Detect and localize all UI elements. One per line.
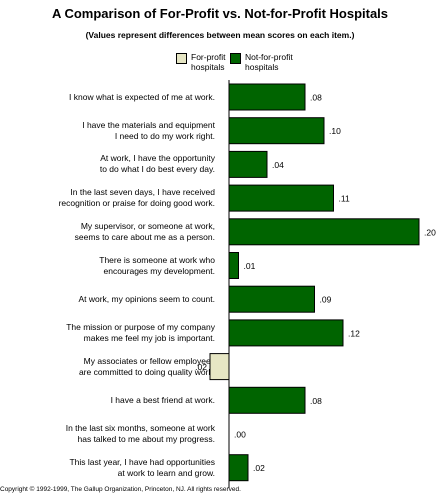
category-label-line: recognition or praise for doing good wor…	[58, 198, 215, 209]
chart-title: A Comparison of For-Profit vs. Not-for-P…	[51, 6, 389, 21]
category-label-1: I know what is expected of me at work.	[4, 92, 215, 103]
category-label-12: This last year, I have had opportunities…	[4, 457, 215, 479]
value-label-1: .08	[310, 93, 322, 103]
value-label-9: .02	[195, 362, 207, 372]
bar-6	[228, 252, 239, 279]
legend-swatch-not-for-profit	[230, 53, 241, 64]
value-label-10: .08	[310, 396, 322, 406]
bar-7	[228, 285, 315, 313]
category-label-9: My associates or fellow employees are com…	[4, 356, 215, 378]
category-label-line: has talked to me about my progress.	[77, 434, 216, 444]
category-label-line: makes me feel my job is important.	[83, 332, 215, 343]
category-label-line: My associates or fellow employees	[83, 355, 215, 366]
category-label-line: In the last seven days, I have received	[70, 187, 215, 198]
category-label-line: At work, I have the opportunity	[100, 153, 215, 164]
bar-5	[228, 218, 420, 246]
category-label-line: I know what is expected of me at work.	[69, 91, 215, 102]
value-label-12: .02	[253, 463, 265, 473]
category-label-line: seems to care about me as a person.	[74, 231, 215, 242]
copyright-footer: Copyright © 1992-1999, The Gallup Organi…	[0, 486, 241, 493]
category-label-6: There is someone at work who encourages m…	[4, 255, 215, 277]
category-label-line: There is someone at work who	[99, 254, 215, 265]
category-label-line: The mission or purpose of my company	[66, 321, 215, 332]
bar-10	[228, 386, 306, 414]
value-label-6: .01	[244, 261, 256, 271]
bar-12	[228, 454, 249, 482]
category-label-line: I have the materials and equipment	[82, 119, 215, 130]
category-label-5: My supervisor, or someone at work, seems …	[4, 221, 215, 243]
category-label-line: In the last six months, someone at work	[65, 423, 215, 433]
category-label-line: I have a best friend at work.	[110, 394, 215, 405]
category-label-7: At work, my opinions seem to count.	[4, 294, 215, 305]
category-label-3: At work, I have the opportunity to do wha…	[4, 153, 215, 175]
category-label-line: are committed to doing quality work.	[78, 366, 215, 377]
category-label-line: This last year, I have had opportunities	[69, 456, 215, 467]
bar-9	[209, 353, 230, 381]
bars-group: .08 .10 .04 .11 .20 .01 .09 .12 .02 .08 .00 .02	[195, 83, 436, 482]
value-label-2: .10	[329, 126, 341, 136]
category-label-line: At work, my opinions seem to count.	[78, 293, 215, 304]
category-label-line: My supervisor, or someone at work,	[80, 220, 215, 231]
bar-2	[228, 117, 325, 145]
value-label-3: .04	[272, 160, 284, 170]
category-label-line: to do what I do best every day.	[99, 164, 215, 175]
category-label-10: I have a best friend at work.	[4, 395, 215, 406]
bar-8	[228, 319, 344, 347]
legend-item-not-for-profit: Not-for-profit hospitals	[230, 52, 301, 72]
value-label-11: .00	[234, 430, 246, 440]
value-label-7: .09	[320, 295, 332, 305]
legend-label-for-profit: For-profit hospitals	[191, 52, 226, 72]
legend-item-for-profit: For-profit hospitals	[176, 52, 247, 72]
category-label-8: The mission or purpose of my company make…	[4, 322, 215, 344]
value-label-4: .11	[339, 194, 350, 204]
category-label-2: I have the materials and equipment I need…	[4, 120, 215, 142]
bar-3	[228, 150, 268, 178]
value-label-8: .12	[348, 328, 360, 338]
bar-4	[228, 184, 334, 212]
legend-swatch-for-profit	[176, 53, 187, 64]
chart-subtitle: (Values represent differences between me…	[85, 30, 355, 40]
category-label-line: I need to do my work right.	[114, 130, 215, 141]
legend-label-not-for-profit: Not-for-profit hospitals	[245, 52, 293, 72]
category-label-line: at work to learn and grow.	[117, 467, 215, 478]
category-label-4: In the last seven days, I have received r…	[4, 187, 215, 209]
category-label-line: encourages my development.	[103, 265, 215, 276]
value-label-5: .20	[424, 227, 436, 237]
bar-1	[228, 83, 306, 111]
category-label-11: In the last six months, someone at work h…	[4, 423, 215, 445]
